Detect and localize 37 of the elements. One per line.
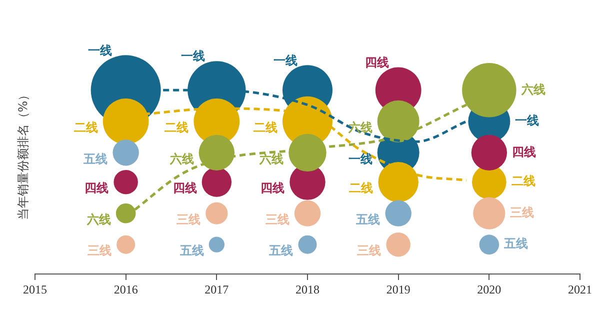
x-tick-label: 2021 — [568, 282, 592, 296]
text: 五线 — [504, 236, 528, 251]
text: 四线 — [260, 181, 285, 196]
text: 四线 — [172, 181, 197, 196]
text: 二线 — [74, 120, 98, 135]
series-label: 二线 — [511, 174, 536, 188]
series-label: 一线 — [274, 53, 298, 68]
text: 二线 — [349, 181, 374, 196]
text: 六线 — [170, 152, 194, 166]
x-tick-label: 2020 — [477, 282, 502, 296]
text: 三线 — [265, 212, 290, 226]
text: 一线 — [515, 114, 540, 128]
text: 六线 — [521, 82, 546, 96]
text: 三线 — [176, 212, 201, 226]
series-label: 五线 — [82, 152, 108, 166]
text: 一线 — [348, 152, 372, 166]
text: 一线 — [181, 49, 206, 64]
x-tick-label: 2017 — [204, 282, 229, 296]
text: 三线 — [357, 244, 382, 258]
text: 六线 — [86, 212, 111, 226]
text: 五线 — [356, 212, 380, 226]
text: 二线 — [164, 120, 189, 135]
text: 五线 — [269, 244, 294, 258]
x-tick-label: 2019 — [386, 282, 410, 296]
series-label: 四线 — [365, 55, 390, 70]
text: 二线 — [254, 120, 278, 135]
text: 四线 — [84, 181, 109, 196]
text: 四线 — [512, 144, 536, 159]
x-tick-label: 2016 — [114, 282, 138, 296]
y-axis-title: 当年销量份额排名（%） — [16, 88, 30, 220]
x-tick-label: 2018 — [296, 282, 320, 296]
series-label: 三线 — [510, 205, 534, 220]
text: 六线 — [260, 152, 284, 166]
text: 五线 — [180, 244, 204, 258]
x-tick-label: 2015 — [23, 282, 47, 296]
text: 三线 — [88, 244, 112, 258]
text: 一线 — [88, 43, 112, 58]
